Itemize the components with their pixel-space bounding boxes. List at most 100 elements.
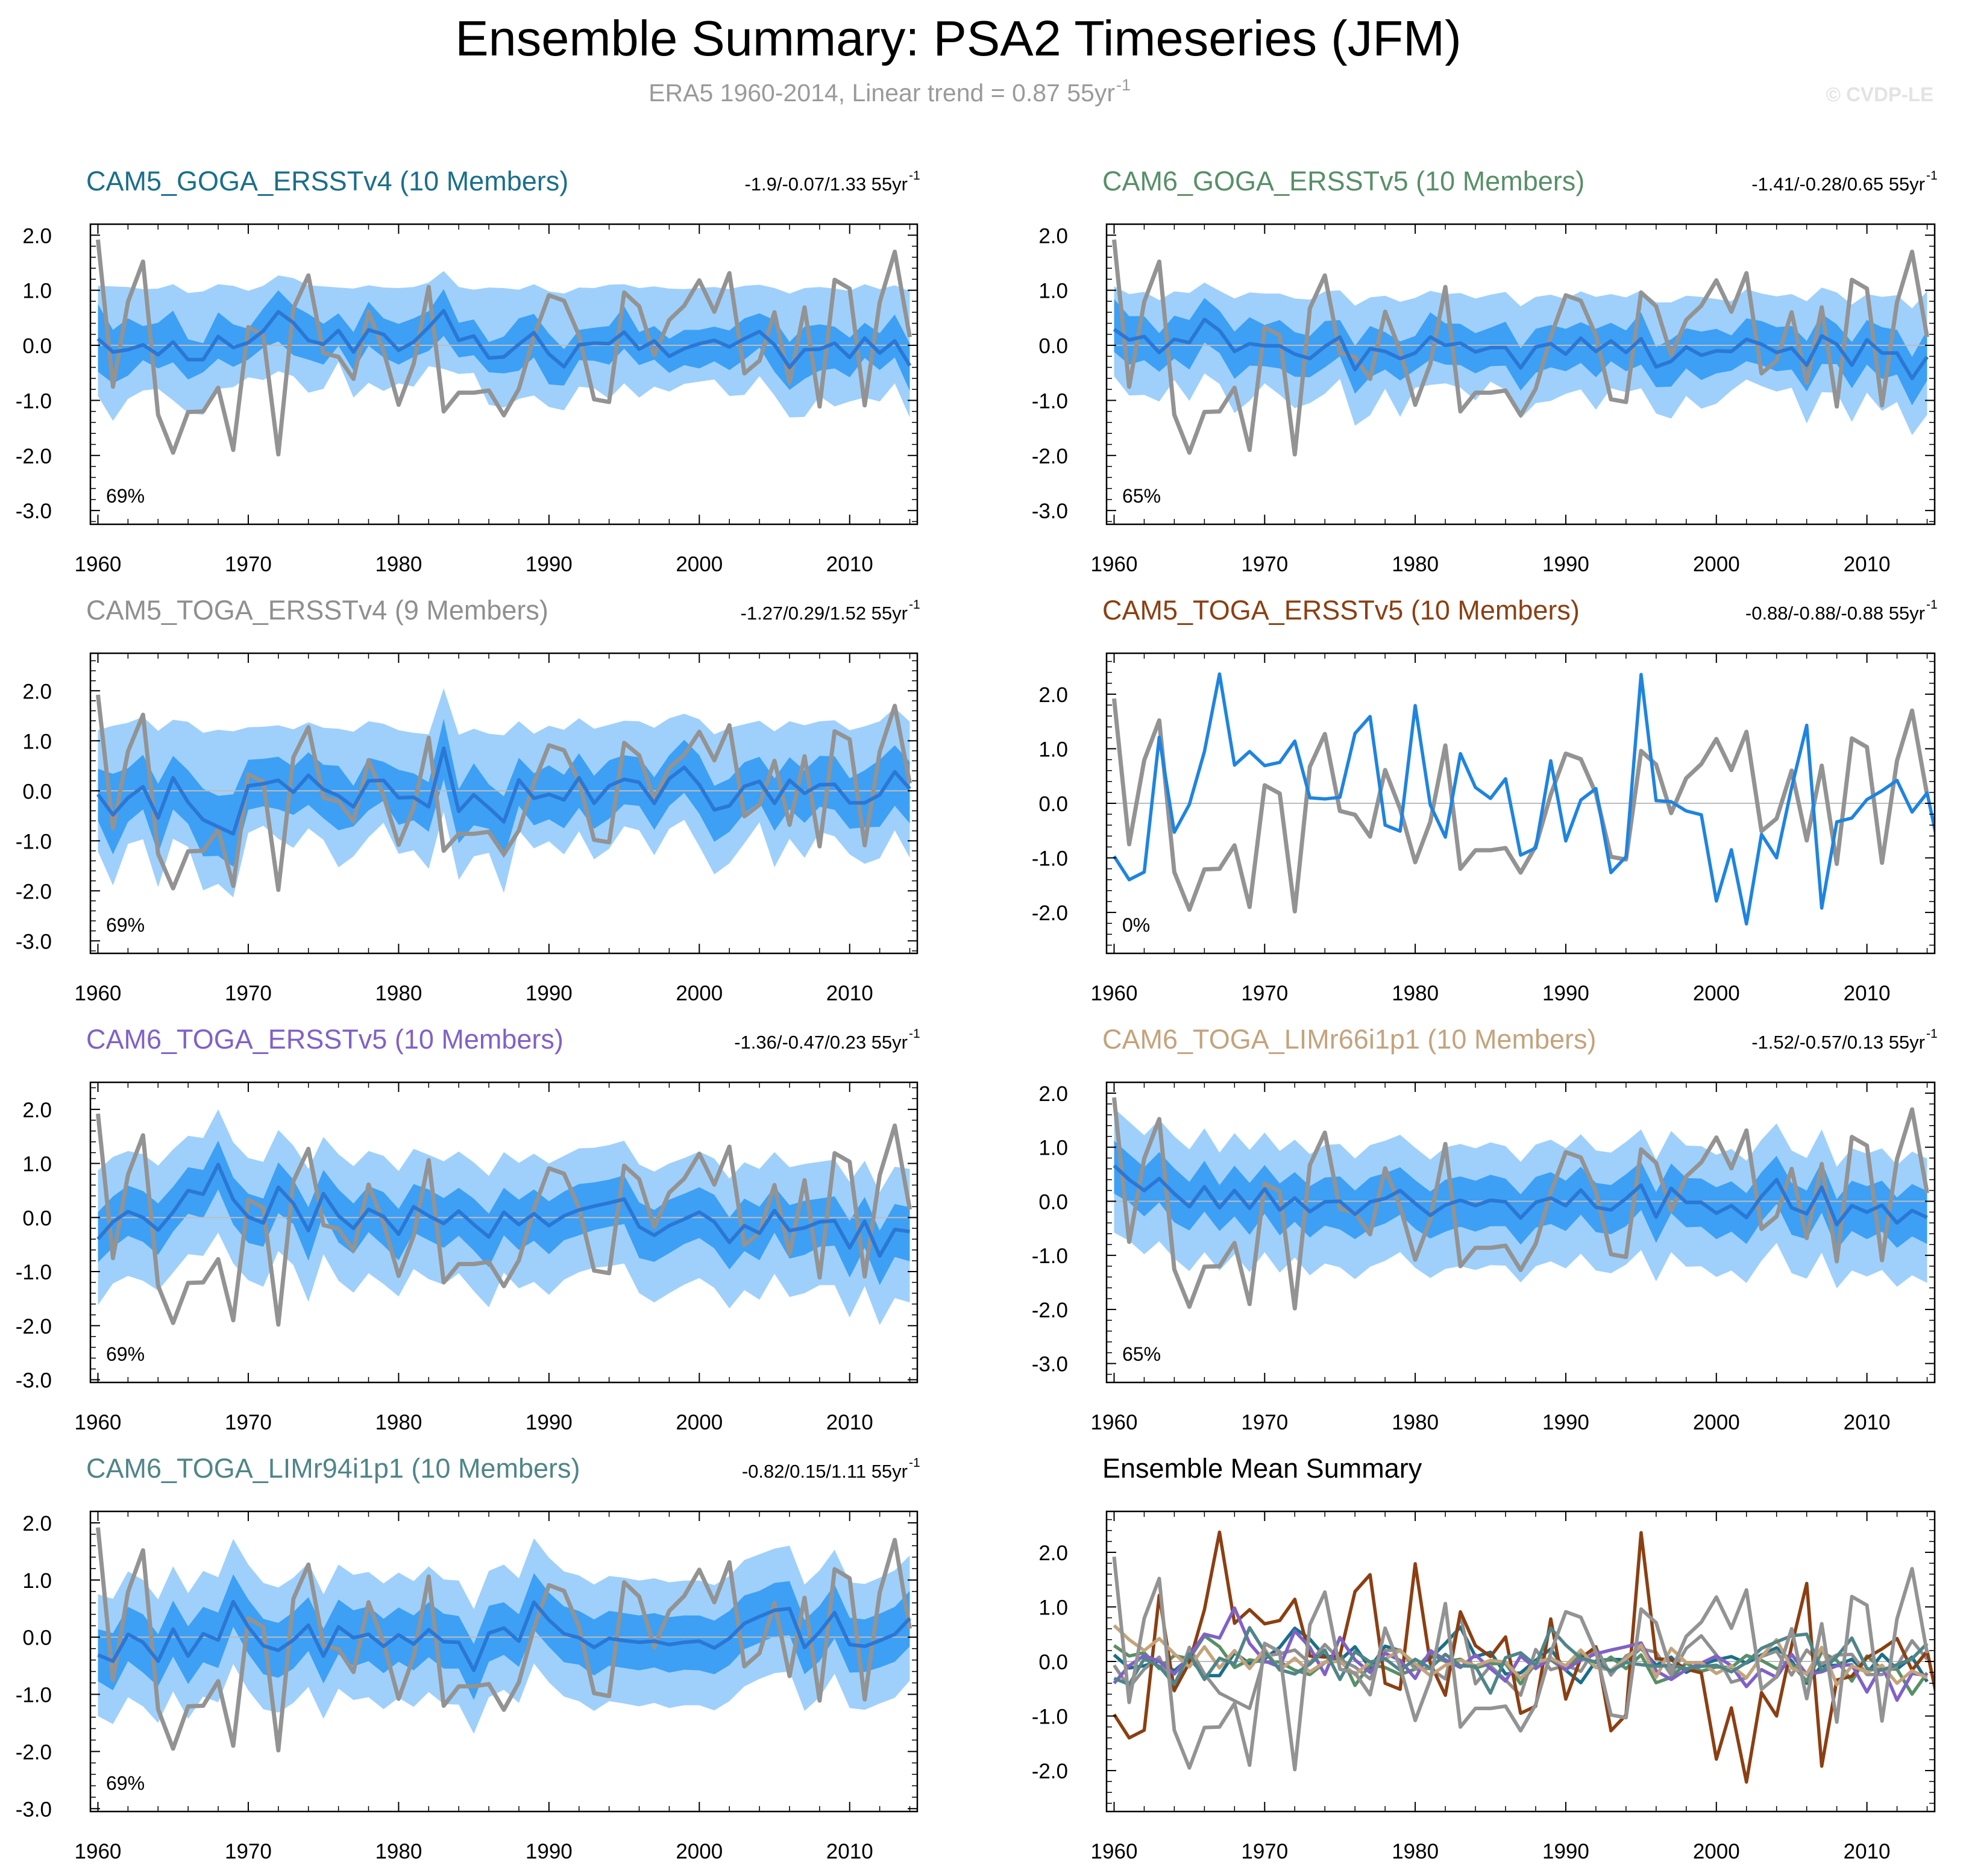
x-tick-label: 1960 [75, 553, 122, 576]
panel-3: 2.0 1.0 0.0 -1.0 -2.0 -3.0 1960 1970 1980 1990 200… [16, 595, 920, 1005]
y-tick-label: 1.0 [22, 280, 52, 303]
panel-title: CAM5_TOGA_ERSSTv4 (9 Members) [86, 595, 548, 626]
panel-title: CAM6_TOGA_ERSSTv5 (10 Members) [86, 1024, 564, 1055]
percent-label: 65% [1122, 485, 1161, 507]
plot-frame [89, 223, 919, 525]
plot-frame [1105, 1081, 1936, 1384]
y-tick-label: 0.0 [1038, 1190, 1068, 1214]
panel-2: 2.0 1.0 0.0 -1.0 -2.0 -3.0 1960 1970 1980 1990 200… [1032, 166, 1938, 576]
x-tick-label: 2010 [826, 982, 873, 1005]
ensemble-mean-line [96, 1162, 910, 1258]
y-tick-label: 2.0 [1038, 224, 1068, 248]
y-tick-label: 1.0 [1038, 280, 1068, 303]
panel-7: 2.0 1.0 0.0 -1.0 -2.0 -3.0 1960 1970 1980 1990 200… [16, 1453, 920, 1863]
y-tick-label: -1.0 [16, 830, 52, 853]
trend-superscript: -1 [1926, 169, 1938, 183]
x-tick-label: 2010 [826, 1411, 873, 1434]
x-tick-label: 1990 [526, 982, 573, 1005]
x-tick-label: 1990 [526, 553, 573, 576]
trend-label: -1.27/0.29/1.52 55yr [741, 603, 908, 624]
y-tick-label: -1.0 [16, 1684, 52, 1707]
band-25-75 [98, 289, 910, 391]
y-tick-label: -2.0 [16, 1740, 52, 1764]
percent-label: 0% [1122, 914, 1150, 936]
x-tick-label: 1980 [375, 553, 422, 576]
summary-line-6 [1113, 1624, 1928, 1687]
plot-frame [89, 652, 919, 955]
x-tick-label: 2000 [676, 1411, 723, 1434]
plot-area [90, 1109, 917, 1327]
x-tick-label: 2010 [1844, 1411, 1891, 1434]
observed-line [1112, 1097, 1929, 1311]
plot-area [1107, 1530, 1935, 1784]
x-tick-label: 1960 [75, 1840, 122, 1863]
summary-line-1 [1113, 1625, 1929, 1685]
ensemble-mean-line [1113, 1164, 1928, 1226]
member-line [1113, 672, 1935, 926]
plot-area [90, 239, 917, 457]
y-tick-label: -1.0 [16, 1261, 52, 1284]
plot-area [1107, 239, 1935, 457]
y-tick-label: 2.0 [22, 1099, 52, 1122]
observed-line [96, 1527, 912, 1752]
x-tick-label: 1960 [1091, 1411, 1138, 1434]
y-tick-label: -2.0 [1032, 1299, 1068, 1322]
y-tick-label: -1.0 [1032, 847, 1068, 871]
x-tick-label: 2000 [1693, 982, 1740, 1005]
x-tick-label: 1990 [1542, 982, 1589, 1005]
y-tick-label: 2.0 [22, 224, 52, 248]
trend-superscript: -1 [909, 598, 920, 612]
x-tick-label: 1970 [1241, 1840, 1288, 1863]
summary-line-2 [1113, 1634, 1929, 1696]
x-tick-label: 2000 [1693, 553, 1740, 576]
y-tick-label: 0.0 [22, 334, 52, 358]
x-tick-label: 2010 [826, 1840, 873, 1863]
y-tick-label: 0.0 [1038, 334, 1068, 358]
trend-superscript: -1 [1926, 1027, 1938, 1041]
trend-label: -0.88/-0.88/-0.88 55yr [1745, 603, 1925, 624]
plot-area [1107, 672, 1935, 926]
ensemble-mean-line [97, 1599, 911, 1672]
y-tick-label: -2.0 [1032, 1760, 1068, 1783]
y-tick-label: -1.0 [1032, 389, 1068, 413]
x-tick-label: 1980 [375, 1840, 422, 1863]
y-tick-label: -2.0 [16, 1315, 52, 1338]
y-tick-label: 2.0 [1038, 1082, 1068, 1106]
y-tick-label: 1.0 [1038, 1596, 1068, 1619]
plot-area [1107, 1097, 1935, 1311]
y-tick-label: -2.0 [1032, 902, 1068, 925]
plot-frame [89, 1081, 919, 1384]
x-tick-label: 2010 [826, 553, 873, 576]
x-tick-label: 1990 [1542, 553, 1589, 576]
y-tick-label: -3.0 [1032, 1353, 1068, 1376]
panel-5: 2.0 1.0 0.0 -1.0 -2.0 -3.0 1960 1970 1980 1990 200… [16, 1024, 920, 1434]
observed-line [96, 239, 912, 457]
x-tick-label: 1970 [225, 1411, 272, 1434]
summary-line-4 [1113, 1530, 1935, 1784]
band-25-75 [1114, 1140, 1927, 1250]
y-tick-label: 1.0 [22, 1153, 52, 1176]
x-tick-label: 1960 [75, 982, 122, 1005]
x-tick-label: 1970 [225, 553, 272, 576]
percent-label: 69% [106, 914, 145, 936]
trend-label: -1.9/-0.07/1.33 55yr [744, 174, 908, 195]
x-tick-label: 1970 [225, 1840, 272, 1863]
x-tick-label: 2010 [1844, 982, 1891, 1005]
x-tick-label: 2010 [1844, 1840, 1891, 1863]
observed-line [96, 694, 912, 893]
x-tick-label: 1980 [1392, 553, 1439, 576]
x-tick-label: 1960 [1091, 553, 1138, 576]
trend-superscript: -1 [909, 1027, 920, 1041]
percent-label: 69% [106, 1772, 145, 1794]
trend-superscript: -1 [1926, 598, 1938, 612]
y-tick-label: -1.0 [1032, 1705, 1068, 1729]
figure-title: Ensemble Summary: PSA2 Timeseries (JFM) [455, 10, 1462, 66]
x-tick-label: 1990 [1542, 1411, 1589, 1434]
x-tick-label: 1980 [1392, 1411, 1439, 1434]
panel-6: 2.0 1.0 0.0 -1.0 -2.0 -3.0 1960 1970 1980 1990 200… [1032, 1024, 1938, 1434]
ensemble-mean-line [1113, 318, 1929, 380]
observed-line [1112, 698, 1929, 914]
y-tick-label: 2.0 [1038, 1542, 1068, 1565]
x-tick-label: 1970 [1241, 982, 1288, 1005]
